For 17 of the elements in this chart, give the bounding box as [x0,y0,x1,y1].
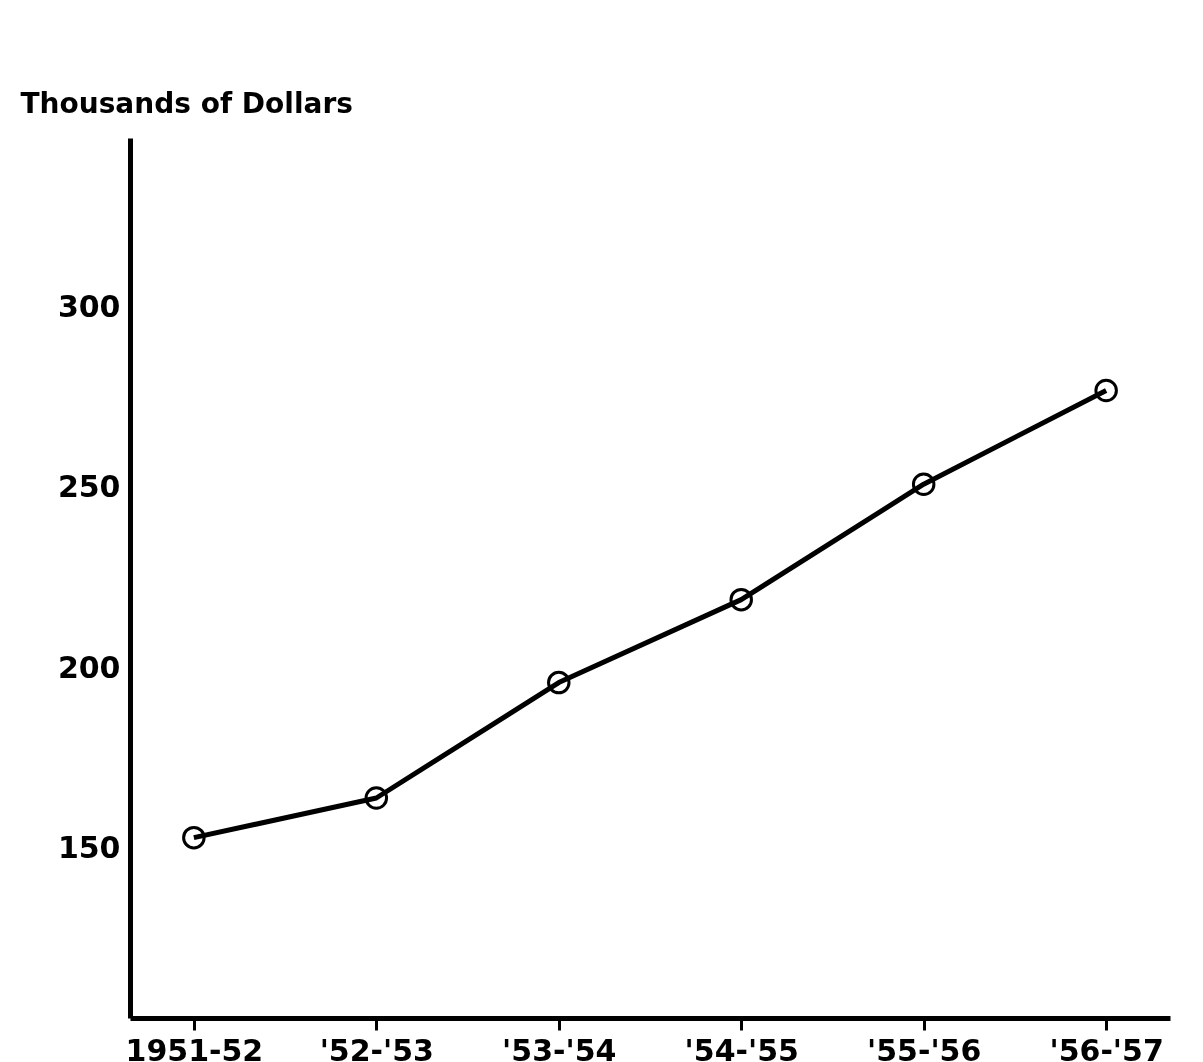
y-tick-label: 300 [57,289,121,325]
point [364,786,389,810]
point [182,825,206,850]
y-tick-label: 200 [57,649,121,685]
x-tick-label: '55-'56 [867,1032,982,1062]
y-tick-label: 250 [57,469,121,505]
x-tick-label: 1951-52 [125,1032,264,1062]
x-tick-label: '52-'53 [319,1032,434,1062]
x-tick-label: '56-'57 [1049,1032,1164,1062]
point [911,472,936,496]
x-tick-label: '54-'55 [684,1032,799,1062]
point [1094,378,1118,403]
point [547,670,571,695]
x-tick-label: '53-'54 [502,1032,617,1062]
y-tick-label: 150 [57,829,121,865]
y-axis-title: Thousands of Dollars [20,86,353,120]
point [729,587,753,612]
